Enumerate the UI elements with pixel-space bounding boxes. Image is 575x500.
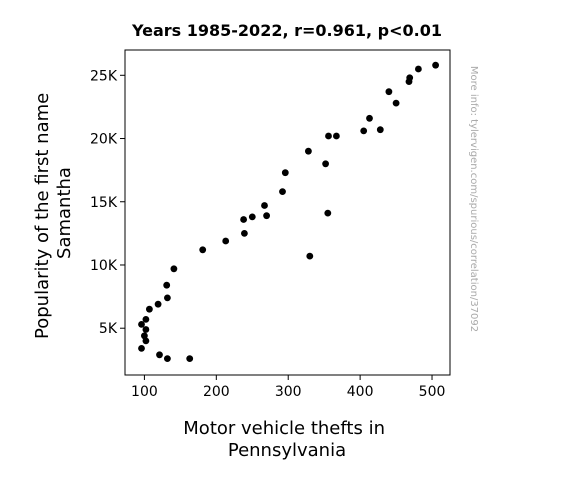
- data-point: [170, 265, 178, 273]
- plot-area-frame: [124, 49, 451, 376]
- x-axis-label: Motor vehicle thefts in Pennsylvania: [183, 418, 390, 461]
- data-point: [376, 126, 384, 134]
- data-point: [146, 305, 153, 313]
- data-point: [164, 294, 171, 302]
- data-point: [141, 332, 148, 340]
- x-tick-label: 500: [419, 384, 446, 400]
- data-point: [432, 61, 439, 69]
- x-tick-label: 400: [347, 384, 374, 400]
- data-point: [322, 160, 329, 168]
- data-point: [240, 216, 248, 223]
- data-point: [199, 246, 207, 254]
- x-tick-label: 300: [275, 384, 302, 400]
- x-tick-label: 100: [131, 384, 158, 400]
- y-tick-label: 10K: [90, 258, 118, 274]
- y-tick-label: 5K: [99, 321, 118, 337]
- data-point: [142, 326, 150, 333]
- data-point: [385, 88, 393, 96]
- data-point: [415, 65, 422, 73]
- y-tick-label: 25K: [90, 68, 118, 84]
- data-point: [405, 78, 413, 85]
- data-point: [305, 147, 312, 155]
- x-axis-ticks: 100 200 300 400 500: [131, 375, 445, 400]
- data-points-layer: [138, 61, 439, 362]
- data-point: [392, 99, 400, 107]
- data-point: [360, 127, 368, 135]
- data-point: [325, 132, 332, 140]
- y-axis-label-line-1: Popularity of the first name: [32, 93, 53, 339]
- data-point: [156, 351, 163, 359]
- y-axis-label-line-2: Samantha: [54, 167, 75, 259]
- data-point: [138, 345, 145, 352]
- x-tick-label: 200: [203, 384, 230, 400]
- y-axis-ticks: 5K 10K 15K 20K 25K: [90, 68, 125, 337]
- data-point: [138, 321, 145, 328]
- data-point: [164, 355, 171, 362]
- data-point: [366, 114, 373, 122]
- data-point: [306, 252, 314, 260]
- x-axis-label-line-2: Pennsylvania: [228, 440, 346, 461]
- data-point: [154, 300, 162, 308]
- data-point: [222, 237, 230, 245]
- data-point: [163, 281, 171, 289]
- y-tick-label: 20K: [90, 132, 118, 148]
- data-point: [248, 213, 256, 221]
- data-point: [261, 202, 268, 209]
- data-point: [263, 212, 270, 220]
- data-point: [186, 355, 194, 362]
- data-point: [279, 188, 286, 196]
- data-point: [142, 337, 150, 345]
- data-point: [333, 132, 340, 140]
- watermark-text: More info: tylervigen.com/spurious/corre…: [468, 66, 479, 332]
- data-point: [324, 209, 332, 217]
- y-tick-label: 15K: [90, 195, 118, 211]
- y-axis-label: Popularity of the first name Samantha: [32, 87, 75, 339]
- data-point: [281, 169, 289, 177]
- data-point: [241, 230, 248, 237]
- x-axis-label-line-1: Motor vehicle thefts in: [183, 418, 385, 439]
- data-point: [142, 316, 150, 323]
- chart-title: Years 1985-2022, r=0.961, p<0.01: [131, 21, 442, 40]
